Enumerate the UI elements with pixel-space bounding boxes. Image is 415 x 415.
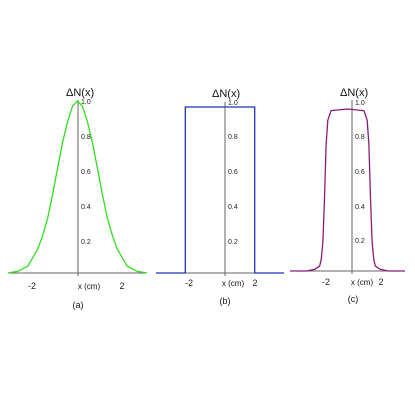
panel-c-x-tick-label: -2 xyxy=(322,277,330,287)
panel-a-y-tick-label: 0.6 xyxy=(81,169,91,176)
panel-b-x-tick-label: -2 xyxy=(185,278,193,288)
panel-a-y-tick-label: 0.8 xyxy=(81,134,91,141)
panel-a-y-label: ΔN(x) xyxy=(66,87,94,99)
panel-c-y-label: ΔN(x) xyxy=(340,87,368,99)
panel-b: ΔN(x) 0.2 0.4 0.6 0.8 1.0 -2 2 x (cm) (b… xyxy=(156,88,284,306)
panel-c-y-tick-label: 0.8 xyxy=(355,134,365,141)
panel-c-x-tick-label: 2 xyxy=(378,277,383,287)
panel-c-y-tick-label: 0.2 xyxy=(355,238,365,245)
panel-b-y-label: ΔN(x) xyxy=(212,88,240,100)
panel-a-x-label: x (cm) xyxy=(78,282,101,291)
panel-a-x-tick-label: 2 xyxy=(119,281,124,291)
panel-b-y-tick-label: 0.4 xyxy=(228,204,238,211)
panel-b-y-tick-label: 0.6 xyxy=(228,169,238,176)
panel-c-x-label: x (cm) xyxy=(351,278,374,287)
panel-c-label: (c) xyxy=(348,294,359,304)
panel-b-label: (b) xyxy=(220,296,231,306)
panel-c-y-tick-label: 0.6 xyxy=(355,169,365,176)
panel-a-series-line xyxy=(7,100,148,274)
panel-a-y-tick-label: 0.4 xyxy=(81,204,91,211)
panel-a-x-tick-label: -2 xyxy=(28,281,36,291)
panel-b-x-tick-label: 2 xyxy=(252,278,257,288)
panel-a-y-tick-label: 0.2 xyxy=(81,239,91,246)
panel-b-y-tick-label: 0.2 xyxy=(228,239,238,246)
panel-b-x-label: x (cm) xyxy=(222,279,245,288)
panel-a-y-tick-label: 1.0 xyxy=(81,99,91,106)
panel-b-y-tick-label: 0.8 xyxy=(228,134,238,141)
panel-c: ΔN(x) 0.2 0.4 0.6 0.8 1.0 -2 2 x (cm) (c… xyxy=(290,87,405,304)
panel-c-series-line xyxy=(290,108,405,272)
panel-c-y-tick-label: 0.4 xyxy=(355,204,365,211)
panel-b-y-tick-label: 1.0 xyxy=(228,100,238,107)
panel-b-series-line xyxy=(156,106,284,274)
panel-a: ΔN(x) 0.2 0.4 0.6 0.8 1.0 -2 2 x (cm) (a… xyxy=(7,87,148,310)
panel-a-label: (a) xyxy=(73,300,84,310)
panel-c-y-tick-label: 1.0 xyxy=(355,100,365,107)
